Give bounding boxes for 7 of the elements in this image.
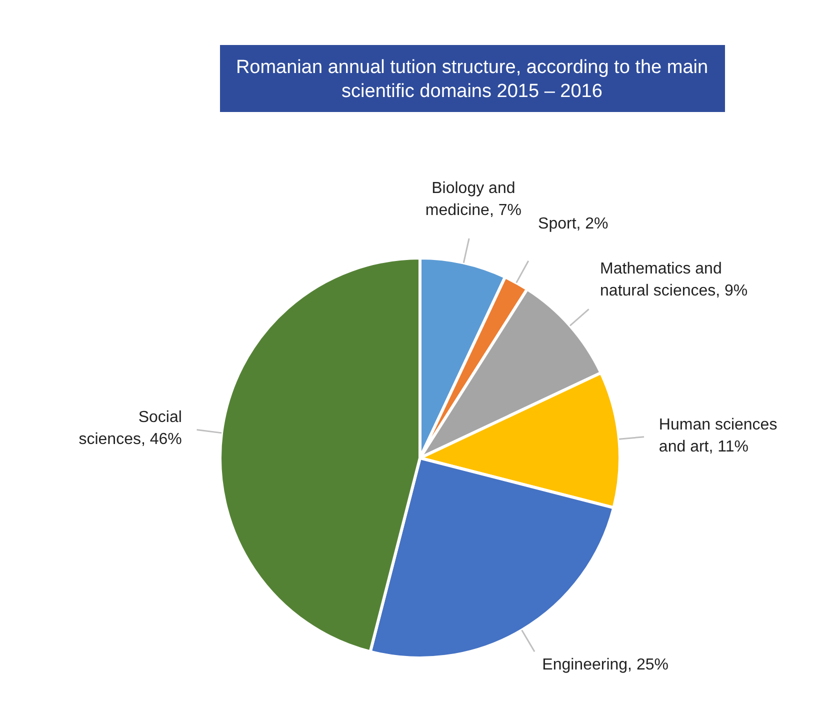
slice-label: Mathematics and natural sciences, 9%	[600, 260, 748, 300]
chart-title: Romanian annual tution structure, according to the main scientific domains 2015 – 2016	[236, 57, 708, 102]
slice-label: Sport, 2%	[538, 215, 608, 232]
slice-label: Engineering, 25%	[542, 656, 668, 674]
slice-label: Social sciences, 46%	[78, 408, 182, 448]
slice-label: Biology and medicine, 7%	[425, 180, 522, 219]
slice-label: Human sciences and art, 11%	[658, 416, 778, 456]
